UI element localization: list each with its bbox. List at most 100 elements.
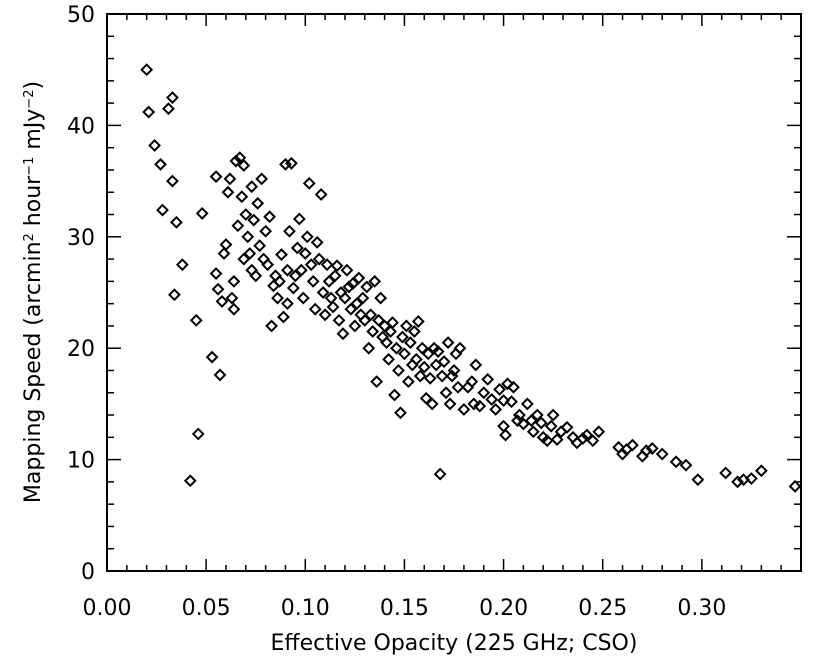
data-point xyxy=(493,383,507,396)
data-point xyxy=(344,302,358,316)
data-point xyxy=(421,347,435,361)
data-point xyxy=(247,213,261,227)
data-point xyxy=(576,432,590,445)
data-point xyxy=(281,297,294,311)
data-point xyxy=(348,319,362,333)
data-point xyxy=(233,151,247,165)
y-tick-label: 0 xyxy=(81,560,95,585)
data-point xyxy=(639,444,653,458)
data-point xyxy=(497,394,510,407)
data-point xyxy=(328,269,342,283)
data-point xyxy=(457,403,471,416)
data-point xyxy=(312,252,326,266)
data-point xyxy=(288,269,302,283)
x-tick-label: 0.20 xyxy=(479,596,528,621)
data-point xyxy=(382,352,395,366)
plot-frame xyxy=(106,13,802,572)
data-point xyxy=(372,313,386,327)
data-point xyxy=(156,203,169,217)
x-tick-label: 0.30 xyxy=(677,596,726,621)
data-point xyxy=(320,258,334,272)
data-point xyxy=(209,267,223,280)
data-point xyxy=(370,375,384,389)
data-point xyxy=(396,330,409,344)
data-point xyxy=(183,474,197,488)
data-point xyxy=(332,313,346,327)
data-point xyxy=(477,386,491,400)
data-point xyxy=(223,172,237,186)
data-point xyxy=(304,258,318,272)
data-point xyxy=(526,425,540,439)
data-point xyxy=(215,294,229,308)
data-point xyxy=(403,336,417,350)
data-point xyxy=(310,235,324,249)
x-tick-label: 0.10 xyxy=(281,596,330,621)
data-point xyxy=(433,467,447,481)
data-point xyxy=(679,458,693,472)
y-axis-ticks: 0 10 20 30 40 50 xyxy=(67,3,801,585)
data-point xyxy=(338,291,352,305)
data-point xyxy=(443,397,457,411)
y-tick-label: 20 xyxy=(67,337,95,362)
data-point xyxy=(249,269,263,283)
y-axis-title-main: Mapping Speed (arcmin xyxy=(21,241,46,503)
y-axis-title-sup1: 2 xyxy=(22,233,37,241)
x-tick-label: 0.25 xyxy=(578,596,627,621)
data-point xyxy=(286,281,300,295)
data-point xyxy=(435,369,449,383)
data-point xyxy=(380,336,393,350)
x-axis-title: Effective Opacity (225 GHz; CSO) xyxy=(271,631,638,656)
data-point xyxy=(465,375,479,389)
data-point xyxy=(592,425,606,439)
data-point xyxy=(499,428,512,442)
data-point xyxy=(788,479,802,493)
data-points xyxy=(140,63,802,493)
data-point xyxy=(191,427,205,441)
data-point xyxy=(241,230,255,244)
data-point xyxy=(340,263,354,277)
data-point xyxy=(219,238,233,252)
data-point xyxy=(425,397,439,411)
data-point xyxy=(265,319,278,333)
data-point xyxy=(300,230,314,244)
data-point xyxy=(419,391,433,405)
data-point xyxy=(507,380,520,394)
data-point xyxy=(217,247,231,260)
data-point xyxy=(275,248,288,262)
data-point xyxy=(235,190,249,204)
data-point xyxy=(691,473,705,487)
data-point xyxy=(368,274,382,288)
data-point xyxy=(386,316,399,329)
data-point xyxy=(530,408,544,422)
data-point xyxy=(255,172,269,186)
data-point xyxy=(154,157,167,171)
data-point xyxy=(447,364,461,377)
data-point xyxy=(366,325,380,338)
data-point xyxy=(263,210,277,224)
data-point xyxy=(318,308,332,322)
data-point xyxy=(437,355,451,368)
data-point xyxy=(407,325,421,338)
data-point xyxy=(326,300,340,314)
data-point xyxy=(497,419,510,433)
data-point xyxy=(473,399,487,413)
y-axis-title-end: mJy xyxy=(21,109,46,157)
x-tick-label: 0.00 xyxy=(83,596,132,621)
data-point xyxy=(189,313,203,327)
data-point xyxy=(175,258,189,272)
data-point xyxy=(586,434,600,448)
data-point xyxy=(390,341,403,355)
data-point xyxy=(314,188,328,201)
data-point xyxy=(362,341,376,355)
data-point xyxy=(645,442,659,455)
data-point xyxy=(209,170,223,184)
data-point xyxy=(221,185,235,199)
data-point xyxy=(439,386,453,400)
data-point xyxy=(140,63,154,77)
data-point xyxy=(330,259,344,273)
data-point xyxy=(453,341,467,355)
data-point xyxy=(441,336,455,350)
data-point xyxy=(316,286,330,299)
data-point xyxy=(195,206,209,220)
